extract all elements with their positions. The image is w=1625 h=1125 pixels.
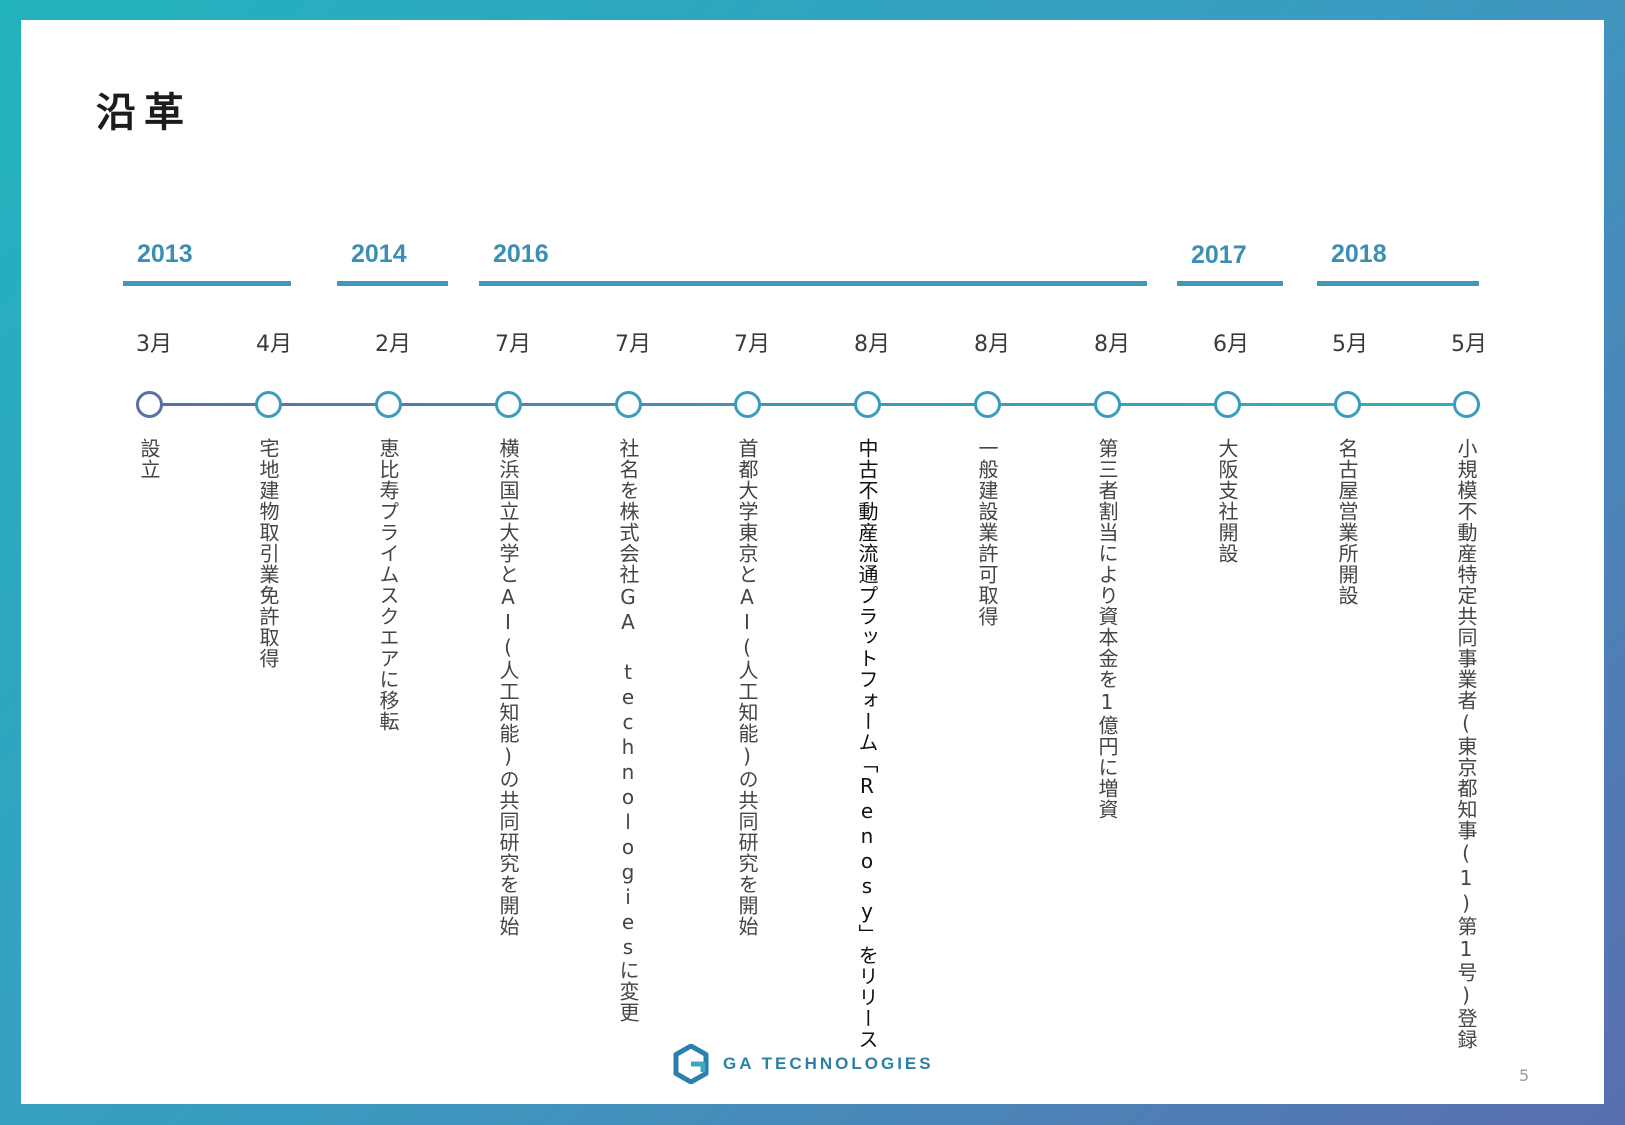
event-text: 名古屋営業所開設 [1335,438,1359,606]
ga-logo-icon [673,1044,709,1084]
timeline-dot [1094,391,1121,418]
event-text: 第三者割当により資本金を1億円に増資 [1095,438,1119,820]
year-bar [1177,281,1283,286]
timeline-dot [734,391,761,418]
month-label: 3月 [136,332,172,357]
year-bar [337,281,448,286]
month-label: 7月 [495,332,531,357]
month-label: 8月 [1094,332,1130,357]
event-text: 社名を株式会社GA technologiesに変更 [616,438,640,1023]
year-label: 2018 [1331,240,1387,268]
year-bar [479,281,1147,286]
event-text: 恵比寿プライムスクエアに移転 [376,438,400,732]
year-label: 2017 [1191,241,1247,269]
event-text: 首都大学東京とAI(人工知能)の共同研究を開始 [735,438,759,937]
year-label: 2014 [351,240,407,268]
timeline-dot [1453,391,1480,418]
month-label: 5月 [1451,332,1487,357]
timeline-dot [854,391,881,418]
month-label: 5月 [1332,332,1368,357]
month-label: 8月 [974,332,1010,357]
timeline-dot [615,391,642,418]
timeline-dot [255,391,282,418]
slide: 沿革 2013 2014 2016 2017 2018 3月 4月 2月 7月 … [21,20,1604,1104]
event-text: 中古不動産流通プラットフォーム「Renosy」をリリース [855,438,879,1050]
month-label: 6月 [1213,332,1249,357]
event-text: 一般建設業許可取得 [975,438,999,627]
event-text: 宅地建物取引業免許取得 [256,438,280,669]
year-bar [123,281,291,286]
event-text: 小規模不動産特定共同事業者(東京都知事(1)第1号)登録 [1454,438,1478,1050]
timeline-dot [1334,391,1361,418]
month-label: 7月 [734,332,770,357]
logo-text: GA TECHNOLOGIES [723,1054,934,1073]
event-text: 横浜国立大学とAI(人工知能)の共同研究を開始 [496,438,520,937]
month-label: 2月 [375,332,411,357]
event-text: 大阪支社開設 [1215,438,1239,564]
event-text: 設立 [137,438,161,480]
month-label: 7月 [615,332,651,357]
timeline-dot [495,391,522,418]
timeline-dot [375,391,402,418]
year-bar [1317,281,1479,286]
year-label: 2013 [137,240,193,268]
timeline-dot [974,391,1001,418]
timeline-dot [1214,391,1241,418]
year-label: 2016 [493,240,549,268]
page-number: 5 [1519,1066,1530,1085]
month-label: 4月 [256,332,292,357]
timeline-dot [136,391,163,418]
page-title: 沿革 [96,90,192,136]
month-label: 8月 [854,332,890,357]
timeline-line [149,403,1475,406]
